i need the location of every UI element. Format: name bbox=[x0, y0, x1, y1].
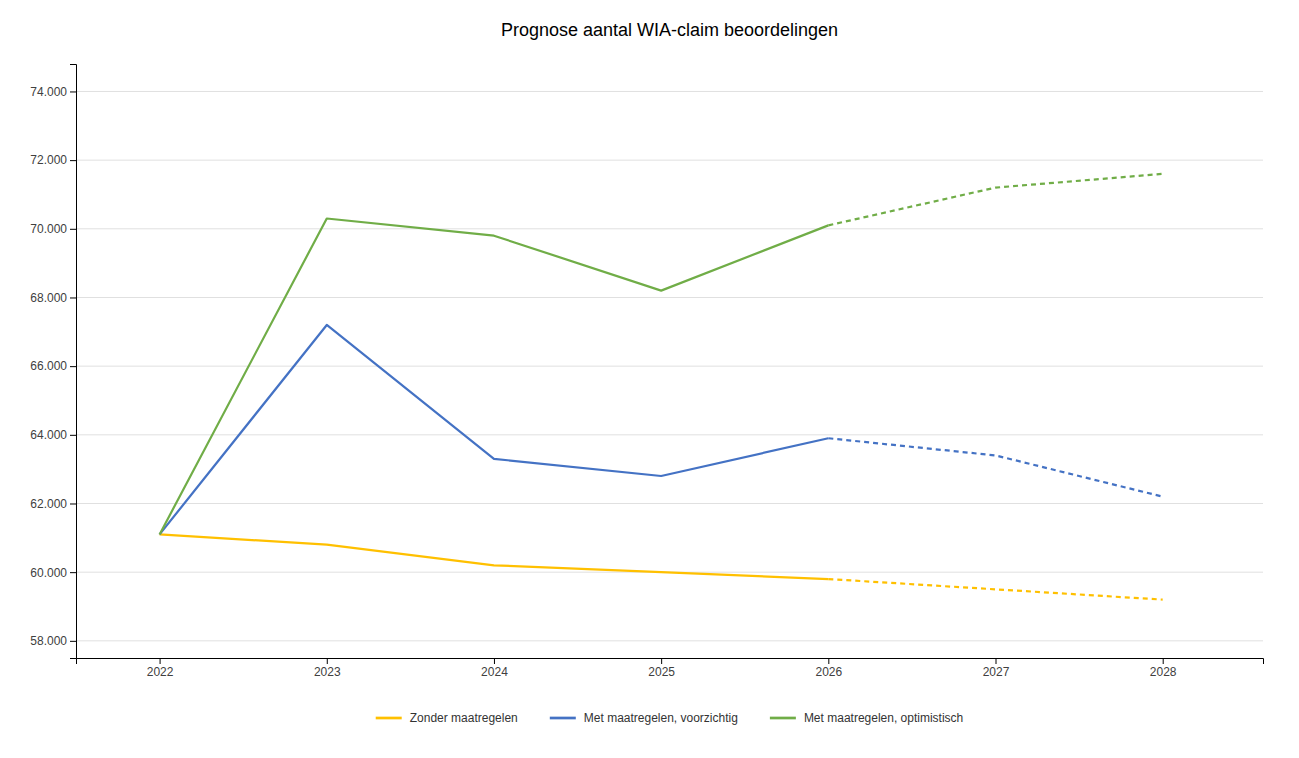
tick-mark bbox=[494, 658, 495, 664]
plot-area: 58.000 60.000 62.000 64.000 66.000 68.000 70.0… bbox=[30, 65, 1263, 679]
grid-line bbox=[76, 434, 1263, 435]
tick: 70.000 bbox=[30, 222, 76, 236]
grid-line bbox=[76, 503, 1263, 504]
tick: 2026 bbox=[815, 658, 842, 679]
title: Prognose aantal WIA-claim beoordelingen bbox=[501, 20, 838, 40]
y-axis: 58.000 60.000 62.000 64.000 66.000 68.000 70.0… bbox=[30, 65, 76, 659]
tick: 2024 bbox=[481, 658, 508, 679]
tick-mark bbox=[70, 572, 76, 573]
legend-item: Met maatregelen, optimistisch bbox=[770, 711, 963, 725]
legend-swatch bbox=[770, 717, 796, 720]
series-line bbox=[828, 579, 1162, 600]
tick-mark bbox=[661, 658, 662, 664]
tick-label: 70.000 bbox=[30, 222, 67, 236]
lines bbox=[160, 174, 1163, 600]
series-line bbox=[828, 438, 1162, 496]
tick: 2025 bbox=[648, 658, 675, 679]
tick: 60.000 bbox=[30, 566, 76, 580]
tick-mark bbox=[70, 503, 76, 504]
tick-mark bbox=[327, 658, 328, 664]
x-axis: 2022 2023 2024 2025 2026 2027 2028 bbox=[77, 658, 1264, 679]
tick-mark bbox=[70, 229, 76, 230]
grid-line bbox=[76, 160, 1263, 161]
tick: 72.000 bbox=[30, 153, 76, 167]
chart: 58.000 60.000 62.000 64.000 66.000 68.000 70.0… bbox=[0, 0, 1299, 758]
axis-line bbox=[70, 65, 77, 659]
tick: 2023 bbox=[314, 658, 341, 679]
tick-mark bbox=[828, 658, 829, 664]
grid-line bbox=[76, 91, 1263, 92]
tick: 2022 bbox=[147, 658, 174, 679]
tick-label: 68.000 bbox=[30, 291, 67, 305]
tick-label: 72.000 bbox=[30, 153, 67, 167]
legend-label: Zonder maatregelen bbox=[410, 711, 518, 725]
legend-swatch bbox=[376, 717, 402, 720]
legend-item: Zonder maatregelen bbox=[376, 711, 518, 725]
tick: 2027 bbox=[983, 658, 1010, 679]
tick-mark bbox=[70, 435, 76, 436]
tick: 68.000 bbox=[30, 291, 76, 305]
tick-label: 2024 bbox=[481, 665, 508, 679]
tick-label: 74.000 bbox=[30, 85, 67, 99]
tick: 74.000 bbox=[30, 85, 76, 99]
tick-mark bbox=[1163, 658, 1164, 664]
series-line bbox=[160, 219, 829, 535]
tick-label: 58.000 bbox=[30, 634, 67, 648]
legend: Zonder maatregelen Met maatregelen, voorz… bbox=[376, 711, 964, 725]
grid-line bbox=[76, 640, 1263, 641]
tick-mark bbox=[70, 160, 76, 161]
tick-label: 64.000 bbox=[30, 428, 67, 442]
tick-label: 62.000 bbox=[30, 497, 67, 511]
tick: 64.000 bbox=[30, 428, 76, 442]
tick-label: 2027 bbox=[983, 665, 1010, 679]
grid bbox=[76, 91, 1263, 640]
tick-label: 2025 bbox=[648, 665, 675, 679]
tick: 66.000 bbox=[30, 359, 76, 373]
tick-mark bbox=[996, 658, 997, 664]
tick-label: 60.000 bbox=[30, 566, 67, 580]
tick: 62.000 bbox=[30, 497, 76, 511]
legend-label: Met maatregelen, optimistisch bbox=[804, 711, 963, 725]
tick-mark bbox=[70, 91, 76, 92]
tick-label: 2028 bbox=[1150, 665, 1177, 679]
tick-mark bbox=[70, 641, 76, 642]
grid-line bbox=[76, 366, 1263, 367]
tick-label: 2026 bbox=[815, 665, 842, 679]
grid-line bbox=[76, 297, 1263, 298]
tick-mark bbox=[70, 297, 76, 298]
tick-label: 2023 bbox=[314, 665, 341, 679]
legend-label: Met maatregelen, voorzichtig bbox=[584, 711, 738, 725]
tick-label: 2022 bbox=[147, 665, 174, 679]
series-line bbox=[160, 534, 829, 579]
series-line bbox=[828, 174, 1162, 226]
tick-label: 66.000 bbox=[30, 359, 67, 373]
tick: 2028 bbox=[1150, 658, 1177, 679]
legend-swatch bbox=[550, 717, 576, 720]
tick-mark bbox=[160, 658, 161, 664]
tick: 58.000 bbox=[30, 634, 76, 648]
legend-item: Met maatregelen, voorzichtig bbox=[550, 711, 738, 725]
grid-line bbox=[76, 228, 1263, 229]
series-line bbox=[160, 325, 829, 534]
tick-mark bbox=[70, 366, 76, 367]
axis-line bbox=[77, 659, 1264, 665]
